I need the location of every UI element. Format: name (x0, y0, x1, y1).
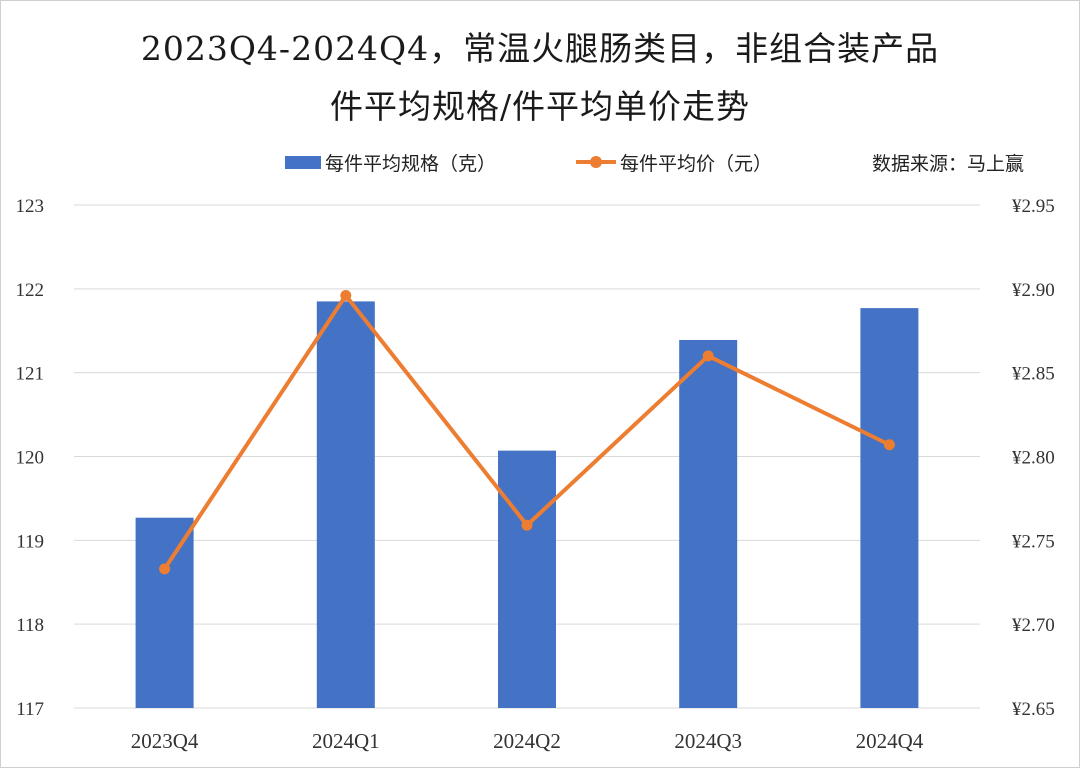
y-left-tick-label: 121 (16, 364, 45, 385)
y-right-tick-label: ¥2.95 (1012, 196, 1055, 217)
x-tick-label: 2024Q4 (856, 729, 924, 753)
price-point (159, 563, 171, 575)
y-right-tick-label: ¥2.75 (1012, 531, 1055, 552)
y-left-tick-label: 120 (16, 448, 45, 469)
bar (316, 301, 375, 708)
legend-item-line: 每件平均价（元） (574, 149, 772, 175)
y-right-tick-label: ¥2.90 (1012, 280, 1055, 301)
x-tick-label: 2024Q3 (674, 729, 742, 753)
y-left-tick-label: 118 (16, 615, 44, 636)
x-tick-label: 2023Q4 (131, 729, 199, 753)
data-source-note: 数据来源：马上赢 (872, 153, 1025, 175)
price-point (883, 439, 895, 451)
chart-title-line-1: 2023Q4-2024Q4，常温火腿肠类目，非组合装产品 (140, 29, 940, 68)
price-point (521, 519, 533, 531)
legend-bar-swatch (285, 155, 321, 169)
bar (135, 517, 194, 708)
bar (679, 339, 738, 708)
y-right-tick-label: ¥2.80 (1012, 448, 1055, 469)
bar (860, 308, 919, 708)
price-point (702, 350, 714, 362)
chart-title-line-2: 件平均规格/件平均单价走势 (329, 87, 751, 126)
legend-line-label: 每件平均价（元） (620, 152, 773, 175)
y-right-tick-label: ¥2.70 (1012, 615, 1055, 636)
x-tick-label: 2024Q2 (493, 729, 561, 753)
y-left-tick-label: 123 (16, 196, 45, 217)
y-left-tick-label: 117 (16, 699, 44, 720)
y-left-tick-label: 122 (16, 280, 45, 301)
y-left-tick-label: 119 (16, 531, 44, 552)
price-point (340, 290, 352, 302)
x-tick-label: 2024Q1 (312, 729, 380, 753)
y-right-tick-label: ¥2.65 (1012, 699, 1055, 720)
bar (498, 450, 556, 708)
y-right-tick-label: ¥2.85 (1012, 364, 1055, 385)
legend-item-bar: 每件平均规格（克） (285, 149, 496, 175)
legend-bar-label: 每件平均规格（克） (325, 152, 497, 175)
legend-line-swatch (574, 149, 618, 175)
